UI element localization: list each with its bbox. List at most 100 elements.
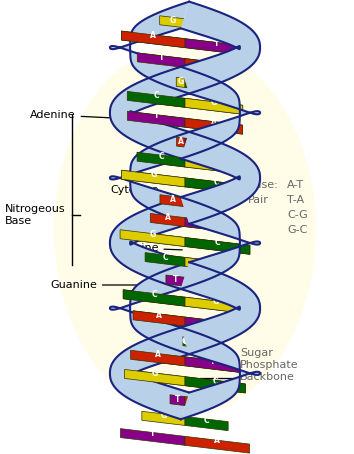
- Text: G: G: [169, 16, 176, 25]
- Text: G: G: [152, 370, 158, 379]
- Polygon shape: [121, 170, 185, 187]
- Polygon shape: [145, 252, 185, 266]
- Polygon shape: [185, 39, 249, 55]
- Polygon shape: [185, 317, 237, 332]
- Polygon shape: [176, 77, 185, 88]
- Text: G: G: [183, 337, 189, 346]
- Text: T: T: [173, 275, 178, 284]
- Text: A: A: [155, 350, 161, 359]
- Polygon shape: [121, 31, 185, 48]
- Text: A: A: [178, 137, 184, 146]
- Polygon shape: [110, 197, 189, 289]
- Text: A: A: [156, 311, 162, 320]
- Polygon shape: [125, 370, 185, 386]
- Polygon shape: [183, 337, 185, 346]
- Text: C: C: [158, 152, 164, 161]
- Text: Adenine: Adenine: [30, 110, 152, 120]
- Text: A: A: [165, 213, 171, 222]
- Text: C: C: [181, 337, 187, 345]
- Polygon shape: [170, 395, 185, 405]
- Text: A-T: A-T: [287, 180, 304, 190]
- Text: Sugar
Phosphate
Backbone: Sugar Phosphate Backbone: [240, 348, 299, 382]
- Polygon shape: [185, 237, 250, 254]
- Polygon shape: [185, 19, 210, 31]
- Text: C: C: [151, 290, 157, 299]
- Text: G-C: G-C: [287, 225, 307, 235]
- Polygon shape: [170, 395, 185, 405]
- Text: G: G: [149, 230, 156, 239]
- Text: A: A: [178, 137, 184, 146]
- Text: G: G: [183, 337, 189, 346]
- Text: C: C: [215, 237, 220, 247]
- Polygon shape: [185, 99, 243, 114]
- Polygon shape: [150, 213, 185, 227]
- Text: A: A: [189, 397, 195, 405]
- Text: A: A: [165, 213, 171, 222]
- Text: Pair: Pair: [248, 195, 269, 205]
- Text: Thymine: Thymine: [110, 243, 182, 253]
- Polygon shape: [127, 91, 185, 107]
- Text: T: T: [159, 53, 164, 62]
- Polygon shape: [145, 252, 185, 266]
- Polygon shape: [185, 297, 247, 314]
- Polygon shape: [185, 19, 210, 31]
- Text: G: G: [211, 99, 217, 107]
- Text: A: A: [150, 31, 156, 40]
- Text: T: T: [175, 395, 180, 404]
- Text: C: C: [212, 377, 218, 386]
- Text: T-A: T-A: [287, 195, 304, 205]
- Polygon shape: [125, 370, 185, 386]
- Text: A: A: [192, 277, 198, 286]
- Text: G: G: [160, 411, 166, 420]
- Text: C: C: [214, 178, 219, 187]
- Text: G: G: [152, 370, 158, 379]
- Text: G: G: [150, 170, 156, 179]
- Polygon shape: [160, 195, 185, 207]
- Polygon shape: [181, 262, 260, 354]
- Text: C: C: [215, 237, 220, 247]
- Text: G: G: [169, 16, 176, 25]
- Polygon shape: [160, 16, 185, 28]
- Text: T: T: [150, 429, 155, 438]
- Polygon shape: [185, 397, 200, 407]
- Text: A: A: [192, 277, 198, 286]
- Text: C: C: [187, 79, 192, 88]
- Polygon shape: [110, 67, 189, 158]
- Text: Nitrogeous
Base: Nitrogeous Base: [5, 204, 65, 226]
- Polygon shape: [123, 290, 185, 306]
- Polygon shape: [177, 137, 185, 147]
- Text: C-G: C-G: [287, 210, 308, 220]
- Text: G: G: [149, 230, 156, 239]
- Polygon shape: [185, 337, 187, 346]
- Text: T: T: [208, 317, 214, 326]
- Text: G: G: [206, 158, 212, 167]
- Text: G: G: [177, 77, 184, 86]
- Text: C: C: [162, 252, 168, 262]
- Polygon shape: [185, 198, 210, 210]
- Polygon shape: [185, 79, 194, 89]
- Polygon shape: [185, 99, 243, 114]
- Polygon shape: [123, 290, 185, 306]
- Polygon shape: [185, 357, 239, 372]
- Text: A: A: [206, 59, 212, 68]
- Text: G: G: [213, 297, 219, 306]
- Text: T: T: [187, 138, 192, 147]
- Polygon shape: [185, 377, 245, 393]
- Text: C: C: [195, 19, 200, 28]
- Polygon shape: [185, 257, 225, 271]
- Text: T: T: [214, 39, 219, 48]
- Text: A: A: [211, 118, 217, 127]
- Polygon shape: [185, 59, 233, 73]
- Polygon shape: [181, 132, 260, 224]
- Text: G: G: [206, 158, 212, 167]
- Polygon shape: [185, 138, 193, 148]
- Polygon shape: [185, 337, 187, 346]
- Polygon shape: [185, 416, 228, 431]
- Polygon shape: [131, 350, 185, 366]
- Text: T: T: [200, 217, 205, 227]
- Polygon shape: [185, 436, 250, 453]
- Text: T: T: [210, 357, 215, 366]
- Text: T: T: [208, 317, 214, 326]
- Polygon shape: [121, 170, 185, 187]
- Text: T: T: [195, 198, 200, 207]
